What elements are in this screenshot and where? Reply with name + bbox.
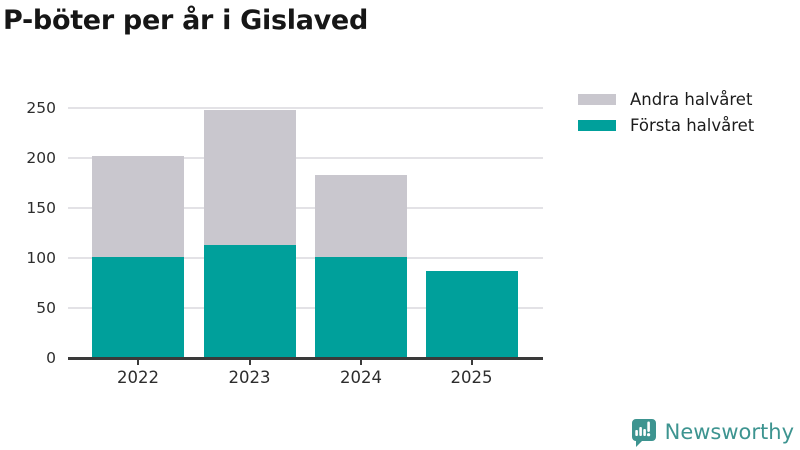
y-axis-tick-label: 0 [46,349,56,367]
x-axis-label-2022: 2022 [117,368,159,387]
x-axis-label-2024: 2024 [340,368,382,387]
gridline-y-50 [68,307,543,309]
x-axis-label-2025: 2025 [450,368,493,387]
legend: Andra halvåret Första halvåret [578,89,754,141]
x-axis-tick-2023 [248,360,251,365]
newsworthy-bubble-chart-icon [631,419,656,447]
y-axis-tick-label: 200 [26,149,56,167]
y-axis-tick-label: 50 [36,299,56,317]
newsworthy-logo-text: Newsworthy [664,420,794,444]
x-axis-line [68,356,543,360]
bar-2022-forsta-halvaret [92,257,184,358]
gridline-y-200 [68,157,543,159]
y-axis-tick-label: 100 [26,249,56,267]
legend-label-forsta: Första halvåret [630,115,755,135]
y-axis-tick-label: 250 [26,99,56,117]
gridline-y-100 [68,257,543,259]
legend-item-forsta-halvaret: Första halvåret [578,115,754,135]
bar-2023-forsta-halvaret [203,245,296,358]
x-axis-tick-2025 [470,360,473,365]
x-axis-tick-2022 [137,360,139,365]
legend-swatch-andra-icon [578,93,616,105]
newsworthy-logo: Newsworthy [628,417,794,447]
bar-2023-andra-halvaret [203,110,296,245]
x-axis-label-2023: 2023 [228,368,271,387]
legend-label-andra: Andra halvåret [630,89,753,109]
legend-item-andra-halvaret: Andra halvåret [578,89,754,109]
bar-2024-andra-halvaret [315,175,407,257]
gridline-y-150 [68,207,543,209]
legend-swatch-forsta-icon [578,119,616,131]
x-axis-tick-2024 [360,360,362,365]
bar-2022-andra-halvaret [92,156,184,257]
y-axis-tick-label: 150 [26,199,56,217]
bar-2025-forsta-halvaret [425,271,518,358]
chart-title: P-böter per år i Gislaved [3,5,368,36]
gridline-y-250 [68,107,543,109]
bar-2024-forsta-halvaret [315,257,407,358]
